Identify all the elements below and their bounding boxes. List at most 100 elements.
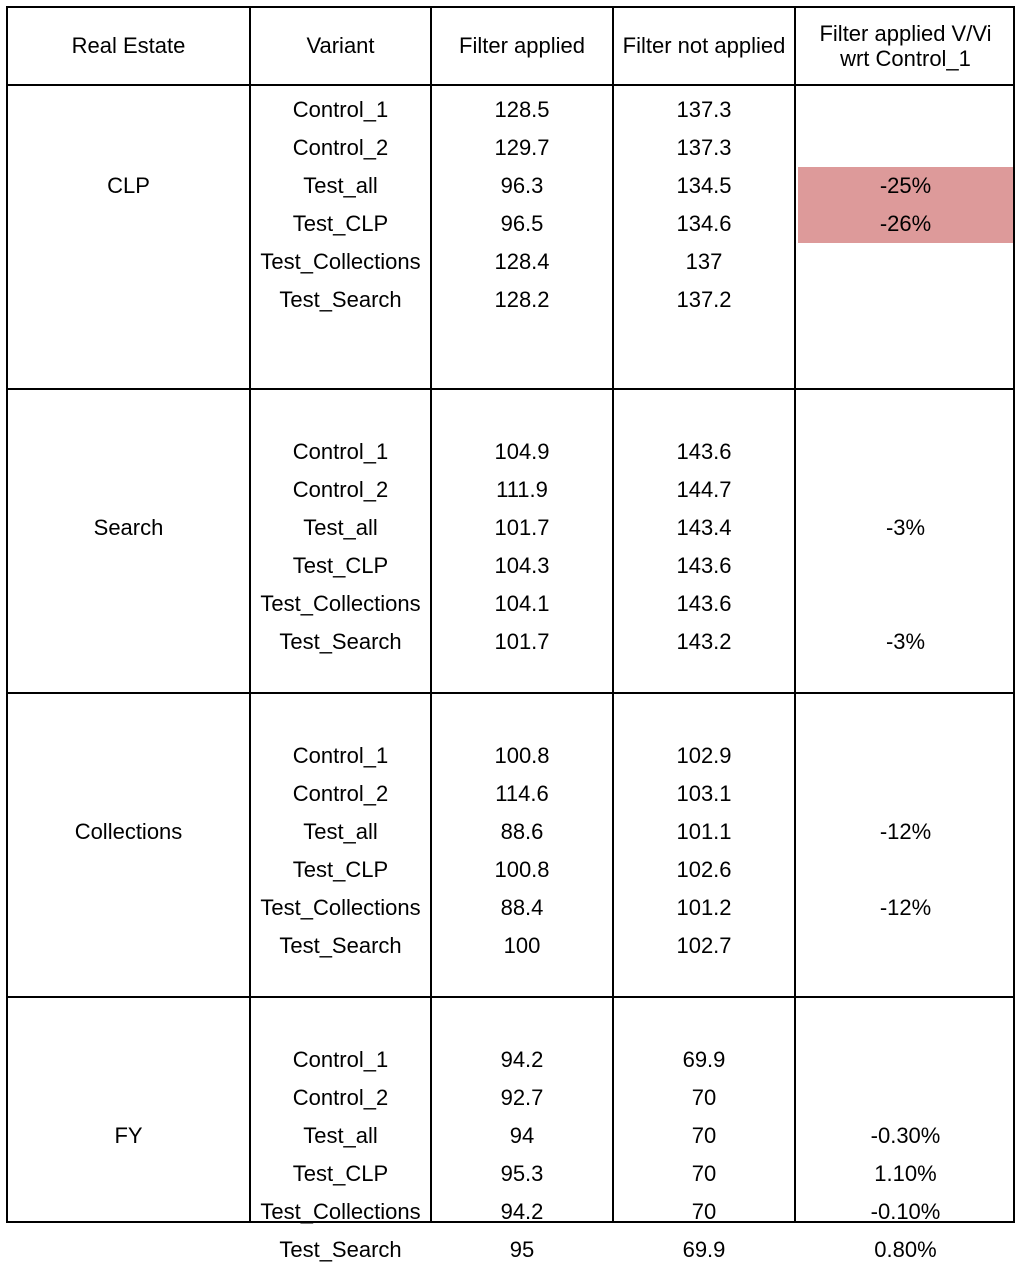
delta-cell [798,281,1013,319]
filter-not-applied-cell: 101.2 [676,894,732,920]
filter-not-applied-cell: 102.9 [676,742,732,768]
variant-cell: Test_CLP [292,552,389,578]
variant-cell: Control_2 [292,476,389,502]
column-divider [430,8,432,1221]
filter-applied-cell: 100 [503,932,541,958]
variant-cell: Test_Search [279,628,402,654]
header-variant: Variant [306,33,375,59]
filter-applied-cell: 104.1 [494,590,550,616]
filter-not-applied-cell: 143.6 [676,552,732,578]
variant-cell: Test_CLP [292,1160,389,1186]
variant-cell: Test_Collections [260,894,421,920]
header-delta: Filter applied V/Vi wrt Control_1 [819,20,992,71]
filter-applied-cell: 111.9 [496,476,548,502]
data-table: Real Estate Variant Filter applied Filte… [6,6,1015,1262]
filter-not-applied-cell: 102.6 [676,856,732,882]
filter-applied-cell: 96.5 [500,210,544,236]
filter-applied-cell: 100.8 [494,856,550,882]
filter-not-applied-cell: 102.7 [676,932,732,958]
variant-cell: Test_all [303,172,378,198]
filter-applied-cell: 104.9 [494,438,550,464]
row-divider [8,996,1013,998]
filter-applied-cell: 128.5 [494,96,550,122]
filter-applied-cell: 128.4 [494,248,550,274]
filter-applied-cell: 92.7 [500,1084,544,1110]
delta-cell [798,1079,1013,1117]
variant-cell: Test_CLP [292,210,389,236]
filter-applied-cell: 94.2 [500,1046,544,1072]
delta-cell: -3% [885,628,926,654]
delta-cell: -0.10% [870,1198,941,1224]
delta-cell [798,129,1013,167]
filter-not-applied-cell: 143.4 [676,514,732,540]
real-estate-label: Search [93,514,164,540]
filter-applied-cell: 95 [509,1236,535,1262]
column-divider [249,8,251,1221]
delta-cell: -3% [885,514,926,540]
filter-applied-cell: 129.7 [494,134,550,160]
filter-not-applied-cell: 70 [691,1160,717,1186]
delta-cell [798,775,1013,813]
delta-cell [798,585,1013,623]
filter-not-applied-cell: 143.6 [676,438,732,464]
delta-cell [798,91,1013,129]
filter-applied-cell: 128.2 [494,286,550,312]
row-divider [8,388,1013,390]
variant-cell: Test_Search [279,932,402,958]
filter-not-applied-cell: 69.9 [682,1046,726,1072]
variant-cell: Control_1 [292,742,389,768]
real-estate-label: CLP [107,172,150,198]
row-divider [8,692,1013,694]
variant-cell: Control_1 [292,438,389,464]
real-estate-label: FY [114,1122,143,1148]
filter-applied-cell: 114.6 [495,780,549,806]
filter-applied-cell: 96.3 [500,172,544,198]
row-divider [8,84,1013,86]
variant-cell: Test_all [303,818,378,844]
header-filter-applied: Filter applied [459,33,585,59]
delta-cell: 1.10% [874,1160,937,1186]
delta-cell [798,737,1013,775]
variant-cell: Control_2 [292,1084,389,1110]
delta-cell: -26% [798,205,1013,243]
header-filter-not-applied: Filter not applied [622,33,786,59]
delta-cell: -25% [798,167,1013,205]
variant-cell: Control_2 [292,780,389,806]
filter-not-applied-cell: 134.5 [676,172,732,198]
filter-not-applied-cell: 134.6 [676,210,732,236]
filter-applied-cell: 88.6 [500,818,544,844]
delta-cell: -0.30% [870,1122,941,1148]
filter-not-applied-cell: 143.6 [676,590,732,616]
variant-cell: Test_Collections [260,590,421,616]
filter-applied-cell: 88.4 [500,894,544,920]
delta-cell: -12% [879,818,932,844]
variant-cell: Test_Search [279,286,402,312]
real-estate-label: Collections [74,818,183,844]
variant-cell: Control_1 [292,96,389,122]
filter-not-applied-cell: 70 [691,1198,717,1224]
filter-applied-cell: 94 [509,1122,535,1148]
filter-applied-cell: 101.7 [494,514,550,540]
filter-applied-cell: 94.2 [500,1198,544,1224]
delta-cell: 0.80% [874,1236,937,1262]
filter-not-applied-cell: 103.1 [676,780,732,806]
delta-cell [798,547,1013,585]
filter-not-applied-cell: 70 [691,1122,717,1148]
filter-not-applied-cell: 137.3 [676,134,732,160]
variant-cell: Test_Collections [260,248,421,274]
variant-cell: Test_Collections [260,1198,421,1224]
variant-cell: Test_CLP [292,856,389,882]
variant-cell: Control_1 [292,1046,389,1072]
filter-not-applied-cell: 143.2 [676,628,732,654]
variant-cell: Control_2 [292,134,389,160]
variant-cell: Test_all [303,514,378,540]
delta-cell [798,1041,1013,1079]
delta-cell [798,471,1013,509]
filter-not-applied-cell: 137.2 [676,286,732,312]
delta-cell [798,927,1013,965]
variant-cell: Test_all [303,1122,378,1148]
filter-not-applied-cell: 101.1 [676,818,732,844]
filter-not-applied-cell: 137 [685,248,723,274]
variant-cell: Test_Search [279,1236,402,1262]
delta-cell [798,243,1013,281]
